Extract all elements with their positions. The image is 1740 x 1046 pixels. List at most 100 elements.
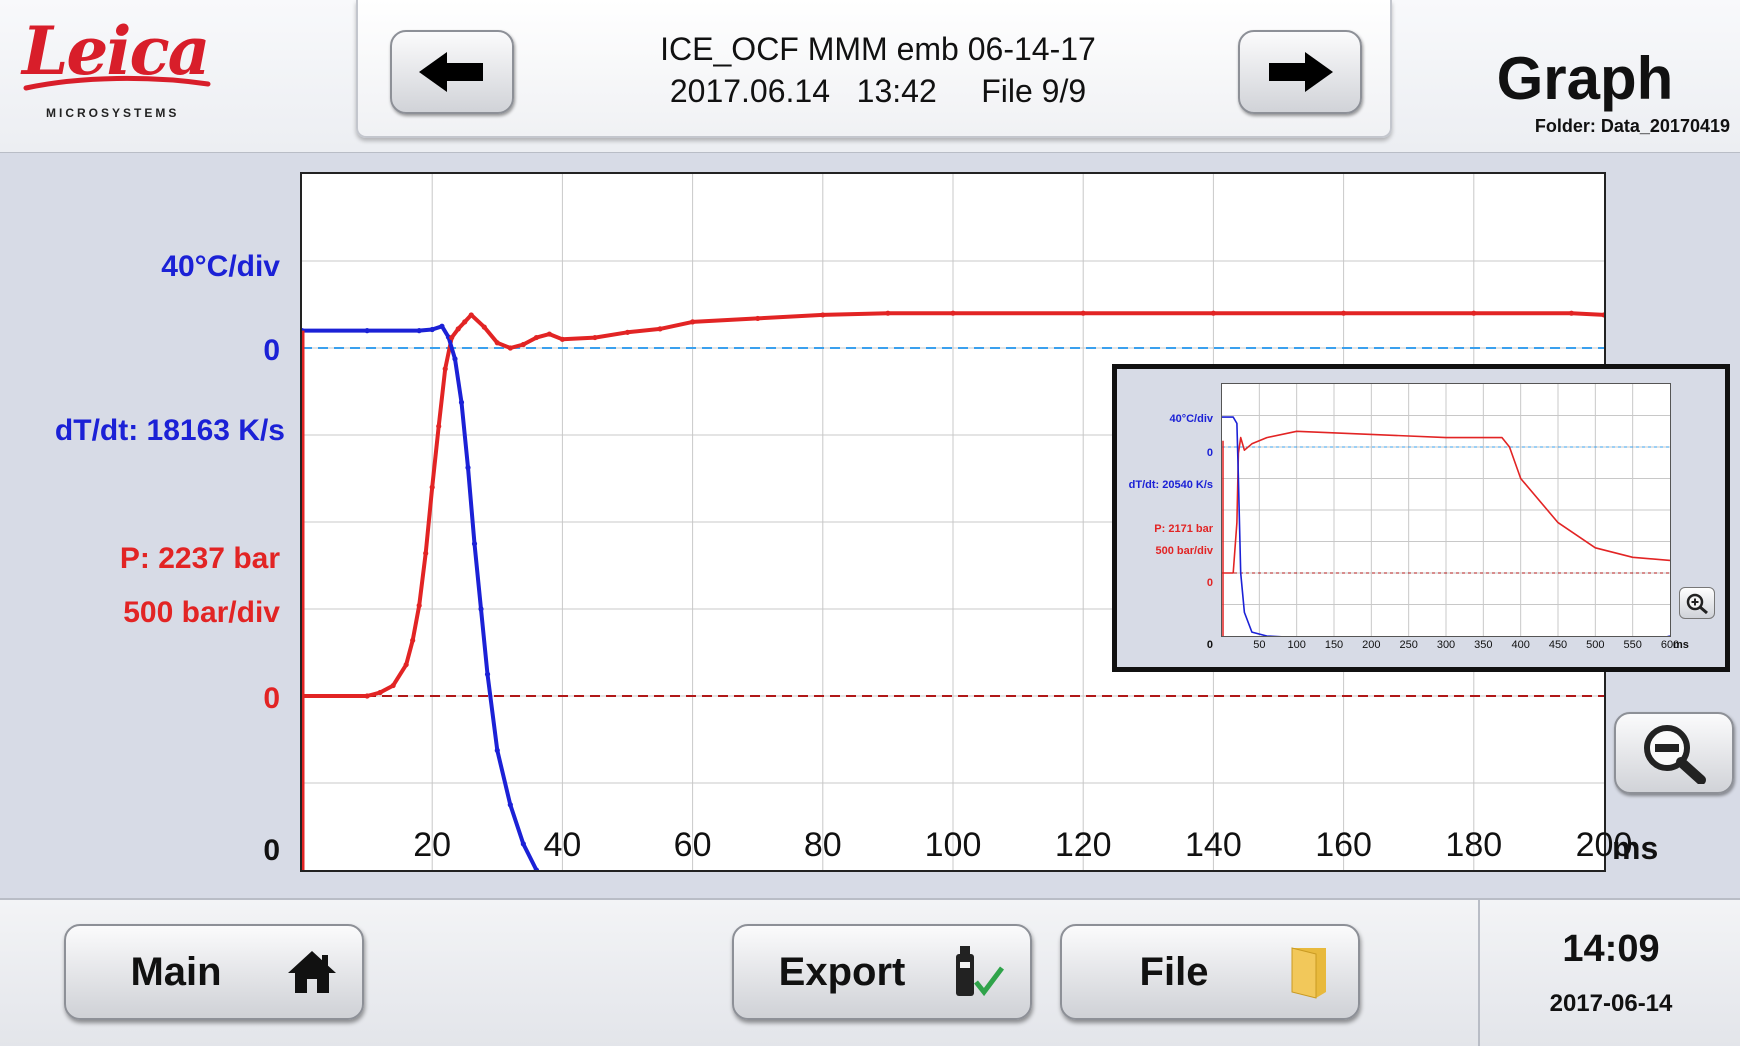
pressure-point: [481, 324, 487, 330]
pressure-point: [449, 334, 455, 341]
pressure-point: [507, 345, 513, 351]
inset-x-tick-label: 550: [1623, 639, 1642, 651]
inset-x-tick-label: 450: [1548, 639, 1568, 651]
main-button-label: Main: [130, 949, 222, 994]
temperature-series-line: [302, 324, 540, 870]
file-meta: 2017.06.14 13:42 File 9/9: [538, 70, 1218, 112]
pressure-point: [390, 682, 396, 689]
folder-label: Folder: Data_20170419: [1534, 116, 1730, 136]
home-icon: [288, 951, 336, 993]
pressure-point: [494, 340, 500, 346]
pressure-zero-label: 0: [263, 682, 280, 715]
temperature-point: [471, 541, 478, 547]
pressure-point: [820, 312, 826, 318]
main-button[interactable]: Main: [64, 924, 364, 1020]
inset-x-tick-label: 400: [1511, 639, 1530, 651]
logo-subtext: MICROSYSTEMS: [46, 106, 180, 120]
inset-x-tick-label: 600: [1660, 639, 1680, 651]
pressure-point: [455, 326, 461, 332]
temperature-point: [439, 323, 445, 329]
inset-pressure-label: P: 2171 bar: [1154, 523, 1213, 535]
pressure-point: [1471, 310, 1477, 316]
next-file-button[interactable]: [1238, 30, 1362, 114]
pressure-point: [1341, 310, 1347, 316]
temperature-point: [484, 671, 491, 677]
temperature-point: [465, 465, 471, 471]
pressure-point: [755, 315, 761, 322]
export-button[interactable]: Export: [732, 924, 1032, 1020]
inset-x-unit: ms: [1673, 639, 1689, 651]
file-index: File 9/9: [981, 73, 1087, 109]
pressure-point: [462, 319, 468, 325]
pressure-point: [520, 341, 526, 348]
inset-cooling-rate-label: dT/dt: 20540 K/s: [1128, 479, 1213, 491]
temperature-point: [364, 328, 370, 334]
inset-grid: [1222, 384, 1670, 636]
pressure-series-line: [302, 311, 1604, 698]
pressure-point: [416, 602, 422, 609]
file-name: ICE_OCF MMM emb 06-14-17: [660, 31, 1096, 67]
inset-pressure-zero-label: 0: [1206, 577, 1213, 589]
logo-swoosh-icon: [23, 75, 211, 91]
pressure-point: [592, 334, 598, 341]
file-date: 2017.06.14: [669, 73, 830, 109]
inset-x-tick-label: 500: [1586, 639, 1605, 651]
arrow-left-icon: [419, 52, 483, 92]
inset-x-tick-label: 150: [1324, 639, 1344, 651]
inset-zoom-in-button[interactable]: [1679, 587, 1715, 619]
inset-x-tick-label: 50: [1253, 639, 1266, 651]
pressure-point: [423, 550, 429, 556]
pressure-point: [403, 662, 409, 668]
inset-x-tick-label: 300: [1436, 639, 1456, 651]
temperature-scale-label: 40°C/div: [161, 250, 280, 283]
pressure-point: [377, 689, 383, 696]
inset-x-tick-label: 350: [1474, 639, 1493, 651]
pressure-point: [410, 637, 416, 643]
file-info-panel: ICE_OCF MMM emb 06-14-17 2017.06.14 13:4…: [356, 0, 1392, 138]
pressure-scale-label: 500 bar/div: [123, 596, 280, 629]
inset-origin-label: 0: [1206, 639, 1213, 651]
pressure-point: [533, 334, 539, 341]
origin-label: 0: [263, 834, 280, 867]
pressure-point: [436, 423, 442, 429]
pressure-point: [468, 312, 474, 318]
temperature-point: [416, 328, 422, 334]
inset-chart: [1222, 384, 1671, 649]
inset-x-tick-label: 250: [1399, 639, 1418, 651]
pressure-point: [429, 484, 435, 490]
x-axis-unit: ms: [1612, 830, 1659, 866]
pressure-point: [950, 310, 956, 316]
file-time: 13:42: [856, 73, 937, 109]
pressure-point: [885, 310, 891, 316]
clock-time: 14:09: [1562, 928, 1660, 970]
pressure-point: [1080, 310, 1086, 316]
inset-temp-zero-label: 0: [1206, 447, 1213, 459]
inset-x-tick-label: 100: [1287, 639, 1306, 651]
page-title: Graph: [1496, 45, 1674, 112]
inset-pressure-scale-label: 500 bar/div: [1155, 545, 1213, 557]
pressure-point: [1210, 310, 1216, 316]
arrow-right-icon: [1269, 52, 1333, 92]
pressure-point: [1601, 312, 1604, 318]
file-button[interactable]: File: [1060, 924, 1360, 1020]
zoom-out-button[interactable]: [1614, 712, 1734, 794]
previous-file-button[interactable]: [390, 30, 514, 114]
zoom-in-icon: [1686, 593, 1708, 614]
pressure-value-label: P: 2237 bar: [119, 542, 280, 575]
footer-bar: Main Export File 14:09 2017-06-14: [0, 898, 1740, 1046]
pressure-point: [690, 319, 696, 325]
temperature-point: [458, 399, 465, 405]
leica-logo: Leica MICROSYSTEMS: [10, 8, 211, 128]
inset-x-tick-label: 200: [1362, 639, 1381, 651]
pressure-point: [559, 336, 565, 342]
inset-plot: [1221, 383, 1671, 649]
cooling-rate-label: dT/dt: 18163 K/s: [54, 414, 285, 447]
header-bar: Leica MICROSYSTEMS ICE_OCF MMM emb 06-14…: [0, 0, 1740, 153]
temperature-point: [429, 326, 435, 333]
temperature-point: [478, 606, 484, 612]
pressure-point: [624, 329, 631, 335]
pressure-point: [1568, 310, 1575, 316]
temperature-point: [520, 841, 526, 847]
overview-inset[interactable]: 40°C/div 0 dT/dt: 20540 K/s P: 2171 bar …: [1112, 364, 1730, 672]
zoom-out-icon: [1644, 725, 1706, 784]
